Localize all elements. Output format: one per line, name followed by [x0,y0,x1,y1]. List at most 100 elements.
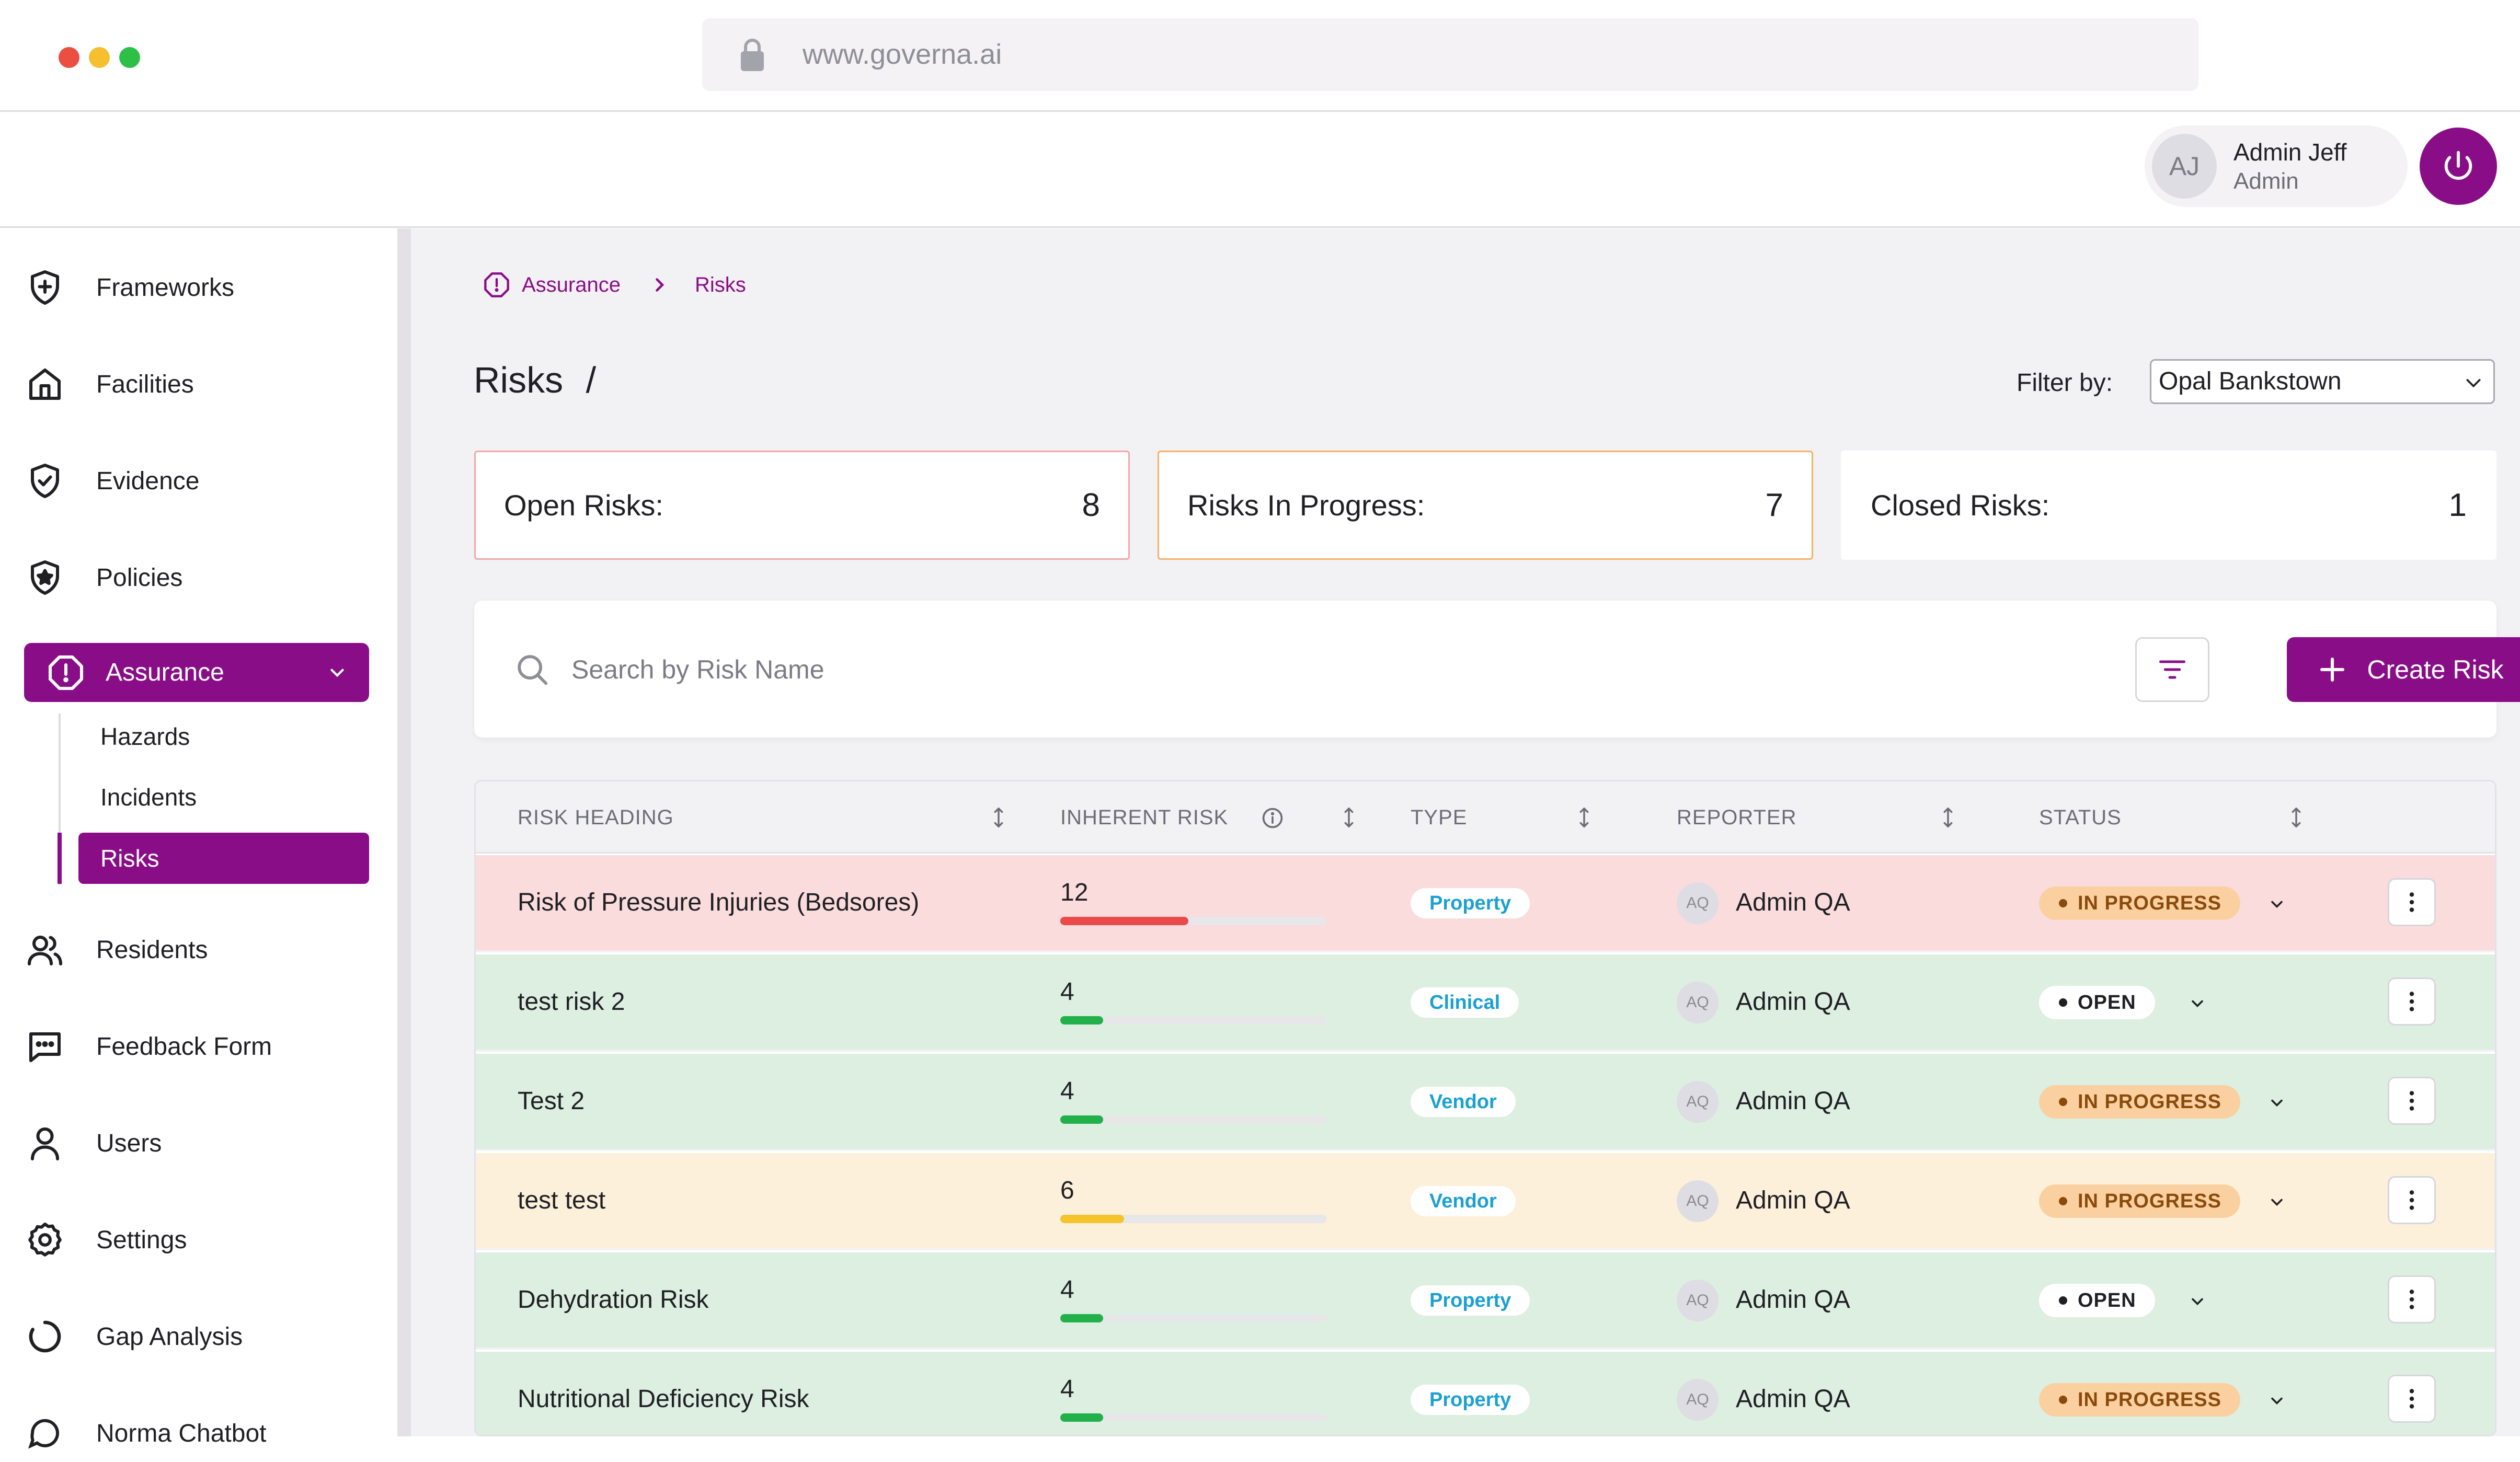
status-badge[interactable]: IN PROGRESS [2039,1184,2240,1218]
inherent-risk-bar-fill [1060,1314,1103,1322]
open-risks-label: Open Risks: [504,489,663,522]
risk-heading[interactable]: test risk 2 [518,988,625,1016]
sidebar-item-policies[interactable]: Policies [24,549,369,606]
sort-arrows-icon[interactable] [1338,805,1359,830]
column-header-status[interactable]: STATUS [2039,806,2122,829]
search-input[interactable] [570,647,2034,693]
sidebar-item-label: Gap Analysis [96,1322,243,1351]
sidebar-item-evidence[interactable]: Evidence [24,452,369,510]
closed-risks-card: Closed Risks: 1 [1841,451,2496,560]
inherent-risk-bar-fill [1060,1115,1103,1124]
sidebar-item-frameworks[interactable]: Frameworks [24,259,369,316]
chevron-down-icon[interactable] [2188,994,2207,1013]
sidebar-subitem-incidents[interactable]: Incidents [100,784,197,811]
risk-heading[interactable]: test test [518,1187,606,1214]
home-icon [24,363,66,405]
submenu-guide [59,713,61,885]
user-menu[interactable]: AJ Admin Jeff Admin [2145,125,2408,207]
risk-heading[interactable]: Nutritional Deficiency Risk [518,1385,809,1413]
risk-heading[interactable]: Test 2 [518,1087,585,1115]
shield-check-icon [24,460,66,502]
address-bar[interactable]: www.governa.ai [702,18,2198,91]
sidebar-item-label: Users [96,1129,162,1157]
sidebar-item-users[interactable]: Users [24,1114,369,1172]
chevron-down-icon [2466,379,2481,388]
status-dot-icon [2059,1296,2067,1305]
inherent-risk-score: 4 [1060,1077,1074,1105]
sidebar [0,228,397,1436]
table-row[interactable]: test risk 2 4 Clinical AQ Admin QA OPEN [476,954,2495,1052]
chevron-down-icon[interactable] [2267,1193,2286,1212]
chevron-down-icon[interactable] [2188,1292,2207,1311]
maximize-window-dot[interactable] [119,47,140,68]
reporter-name: Admin QA [1736,1087,1850,1115]
sort-arrows-icon[interactable] [988,805,1009,830]
inherent-risk-bar-fill [1060,917,1188,925]
inherent-risk-bar [1060,1413,1327,1422]
chevron-down-icon[interactable] [2267,895,2286,914]
risk-heading[interactable]: Dehydration Risk [518,1286,709,1314]
sidebar-item-assurance[interactable]: Assurance [24,643,369,702]
reporter-name: Admin QA [1736,889,1850,916]
chevron-right-icon [656,278,665,292]
row-actions-button[interactable] [2388,1275,2436,1323]
column-header-risk-heading[interactable]: RISK HEADING [518,806,674,829]
in-progress-risks-count: 7 [1765,487,1783,523]
info-icon[interactable] [1261,807,1284,830]
risk-heading[interactable]: Risk of Pressure Injuries (Bedsores) [518,889,920,916]
sidebar-subitem-hazards[interactable]: Hazards [100,723,190,750]
sidebar-item-label: Facilities [96,370,194,398]
table-row[interactable]: Risk of Pressure Injuries (Bedsores) 12 Pr… [476,855,2495,952]
alert-octagon-icon [484,272,509,297]
status-badge[interactable]: IN PROGRESS [2039,1383,2240,1417]
status-label: OPEN [2078,1289,2136,1311]
sidebar-item-feedback-form[interactable]: Feedback Form [24,1018,369,1075]
chevron-down-icon[interactable] [2267,1093,2286,1112]
user-role: Admin [2233,168,2299,194]
status-label: IN PROGRESS [2078,1388,2221,1411]
sidebar-item-residents[interactable]: Residents [24,921,369,978]
logout-button[interactable] [2420,128,2497,205]
status-badge[interactable]: OPEN [2039,986,2155,1019]
facility-filter-select[interactable]: Opal Bankstown [2150,359,2495,404]
sidebar-subitem-risks[interactable]: Risks [78,833,369,884]
breadcrumb-link-assurance[interactable]: Assurance [522,273,621,296]
in-progress-risks-card: Risks In Progress: 7 [1158,451,1813,560]
avatar: AQ [1677,1379,1719,1421]
status-badge[interactable]: IN PROGRESS [2039,887,2240,920]
closed-risks-label: Closed Risks: [1871,489,2050,522]
in-progress-risks-label: Risks In Progress: [1187,489,1425,522]
row-actions-button[interactable] [2388,878,2436,926]
sidebar-item-facilities[interactable]: Facilities [24,355,369,413]
row-actions-button[interactable] [2388,1375,2436,1423]
create-risk-button[interactable]: Create Risk [2287,637,2520,702]
table-row[interactable]: test test 6 Vendor AQ Admin QA IN PROGRESS [476,1153,2495,1250]
sidebar-scrollbar[interactable] [397,228,411,1436]
table-row[interactable]: Test 2 4 Vendor AQ Admin QA IN PROGRESS [476,1054,2495,1151]
close-window-dot[interactable] [59,47,79,68]
sort-arrows-icon[interactable] [2286,805,2307,830]
table-row[interactable]: Nutritional Deficiency Risk 4 Property AQ Ad… [476,1352,2495,1435]
table-row[interactable]: Dehydration Risk 4 Property AQ Admin QA OPEN [476,1252,2495,1350]
sort-arrows-icon[interactable] [1574,805,1595,830]
sidebar-item-norma-chatbot[interactable]: Norma Chatbot [24,1405,369,1462]
status-badge[interactable]: OPEN [2039,1284,2155,1317]
sort-arrows-icon[interactable] [1938,805,1958,830]
column-header-type[interactable]: TYPE [1411,806,1468,829]
filter-button[interactable] [2135,637,2209,702]
status-badge[interactable]: IN PROGRESS [2039,1085,2240,1119]
chevron-down-icon [330,669,344,677]
more-vertical-icon [2409,1091,2414,1111]
row-actions-button[interactable] [2388,977,2436,1026]
user-name: Admin Jeff [2233,139,2347,166]
shield-plus-icon [24,267,66,308]
chevron-down-icon[interactable] [2267,1391,2286,1410]
sidebar-item-label: Feedback Form [96,1032,272,1061]
column-header-reporter[interactable]: REPORTER [1677,806,1797,829]
sidebar-item-settings[interactable]: Settings [24,1211,369,1269]
row-actions-button[interactable] [2388,1176,2436,1224]
column-header-inherent-risk[interactable]: INHERENT RISK [1060,806,1229,829]
sidebar-item-gap-analysis[interactable]: Gap Analysis [24,1308,369,1365]
row-actions-button[interactable] [2388,1077,2436,1125]
minimize-window-dot[interactable] [89,47,110,68]
